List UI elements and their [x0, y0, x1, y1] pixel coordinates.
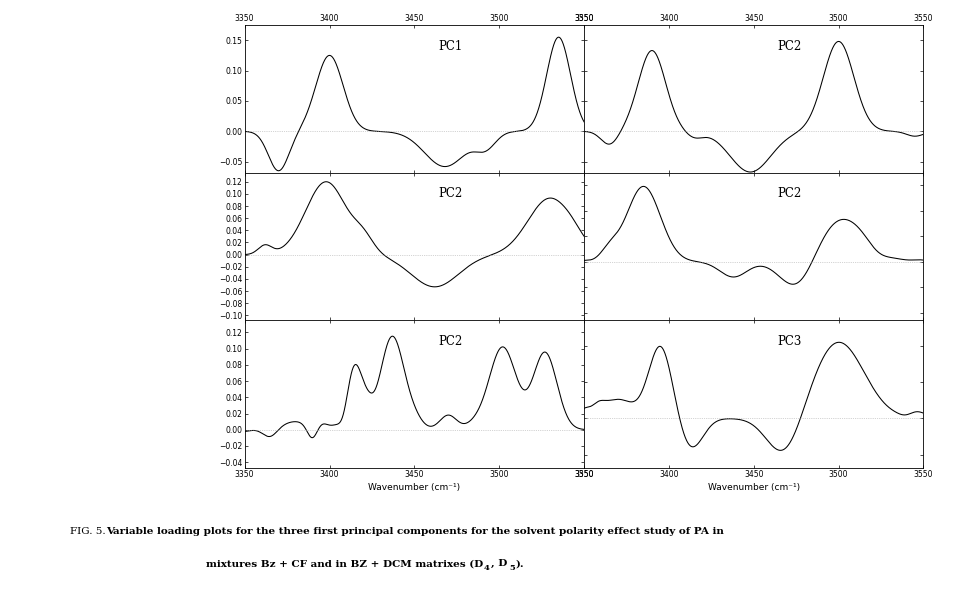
Text: , D: , D — [491, 559, 508, 568]
Text: ).: ). — [515, 559, 524, 568]
Text: PC3: PC3 — [777, 335, 802, 348]
Text: 5: 5 — [510, 564, 515, 572]
Text: PC2: PC2 — [438, 335, 462, 348]
X-axis label: Wavenumber (cm⁻¹): Wavenumber (cm⁻¹) — [368, 483, 460, 492]
Text: PC1: PC1 — [438, 40, 462, 53]
Text: FIG. 5.: FIG. 5. — [70, 527, 108, 536]
Text: PC2: PC2 — [438, 187, 462, 200]
Text: 4: 4 — [484, 564, 489, 572]
Text: mixtures Bz + CF and in BZ + DCM matrixes (D: mixtures Bz + CF and in BZ + DCM matrixe… — [206, 559, 484, 568]
Text: PC2: PC2 — [777, 187, 802, 200]
X-axis label: Wavenumber (cm⁻¹): Wavenumber (cm⁻¹) — [708, 483, 800, 492]
Text: Variable loading plots for the three first principal components for the solvent : Variable loading plots for the three fir… — [106, 527, 724, 536]
Text: PC2: PC2 — [777, 40, 802, 53]
